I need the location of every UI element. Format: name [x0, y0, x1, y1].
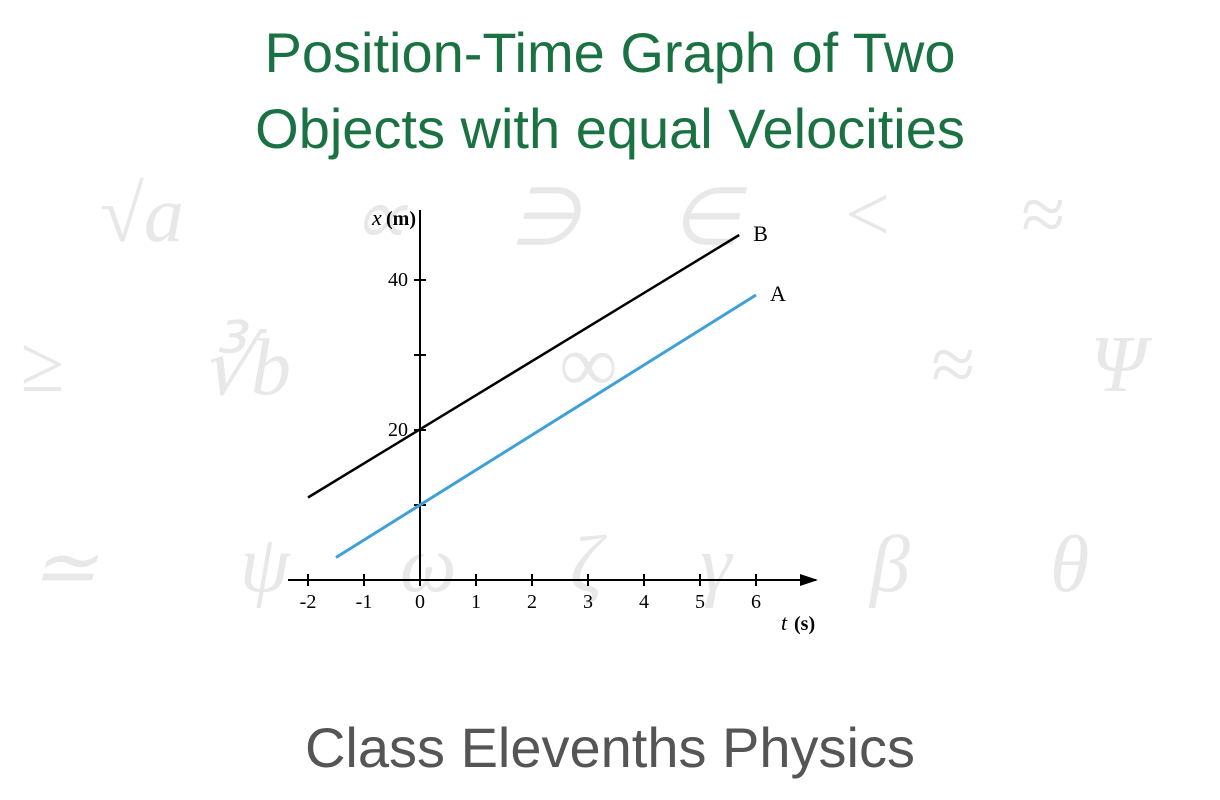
watermark-glyph: √a: [100, 170, 184, 261]
watermark-glyph: ≈: [1020, 170, 1064, 261]
x-tick-label: 4: [639, 591, 649, 613]
position-time-chart: -2-10123456t(s)2040x(m)AB: [260, 210, 900, 650]
x-tick-label: 5: [695, 591, 705, 613]
x-tick-label: -1: [356, 591, 373, 613]
title-line-2: Objects with equal Velocities: [255, 97, 965, 160]
chart-svg: -2-10123456t(s)2040x(m)AB: [260, 210, 900, 650]
data-line-b: [308, 235, 739, 498]
x-tick-label: -2: [300, 591, 317, 613]
watermark-glyph: ≈: [930, 320, 974, 411]
x-tick-label: 2: [527, 591, 537, 613]
watermark-glyph: θ: [1050, 520, 1089, 611]
y-axis-label: x: [371, 210, 382, 230]
line-label-a: A: [770, 281, 786, 306]
x-axis-label: t: [781, 610, 788, 635]
page-subtitle: Class Elevenths Physics: [0, 715, 1220, 780]
x-tick-label: 3: [583, 591, 593, 613]
x-tick-label: 0: [415, 591, 425, 613]
y-tick-label: 40: [388, 269, 408, 291]
watermark-glyph: ≃: [30, 520, 97, 614]
title-line-1: Position-Time Graph of Two: [265, 21, 956, 84]
x-tick-label: 6: [751, 591, 761, 613]
watermark-glyph: Ψ: [1090, 320, 1146, 411]
y-axis-unit: (m): [386, 210, 416, 230]
line-label-b: B: [753, 221, 768, 246]
page-title: Position-Time Graph of Two Objects with …: [0, 15, 1220, 166]
x-axis-unit: (s): [794, 613, 815, 635]
x-tick-label: 1: [471, 591, 481, 613]
watermark-glyph: ≥: [20, 320, 64, 411]
